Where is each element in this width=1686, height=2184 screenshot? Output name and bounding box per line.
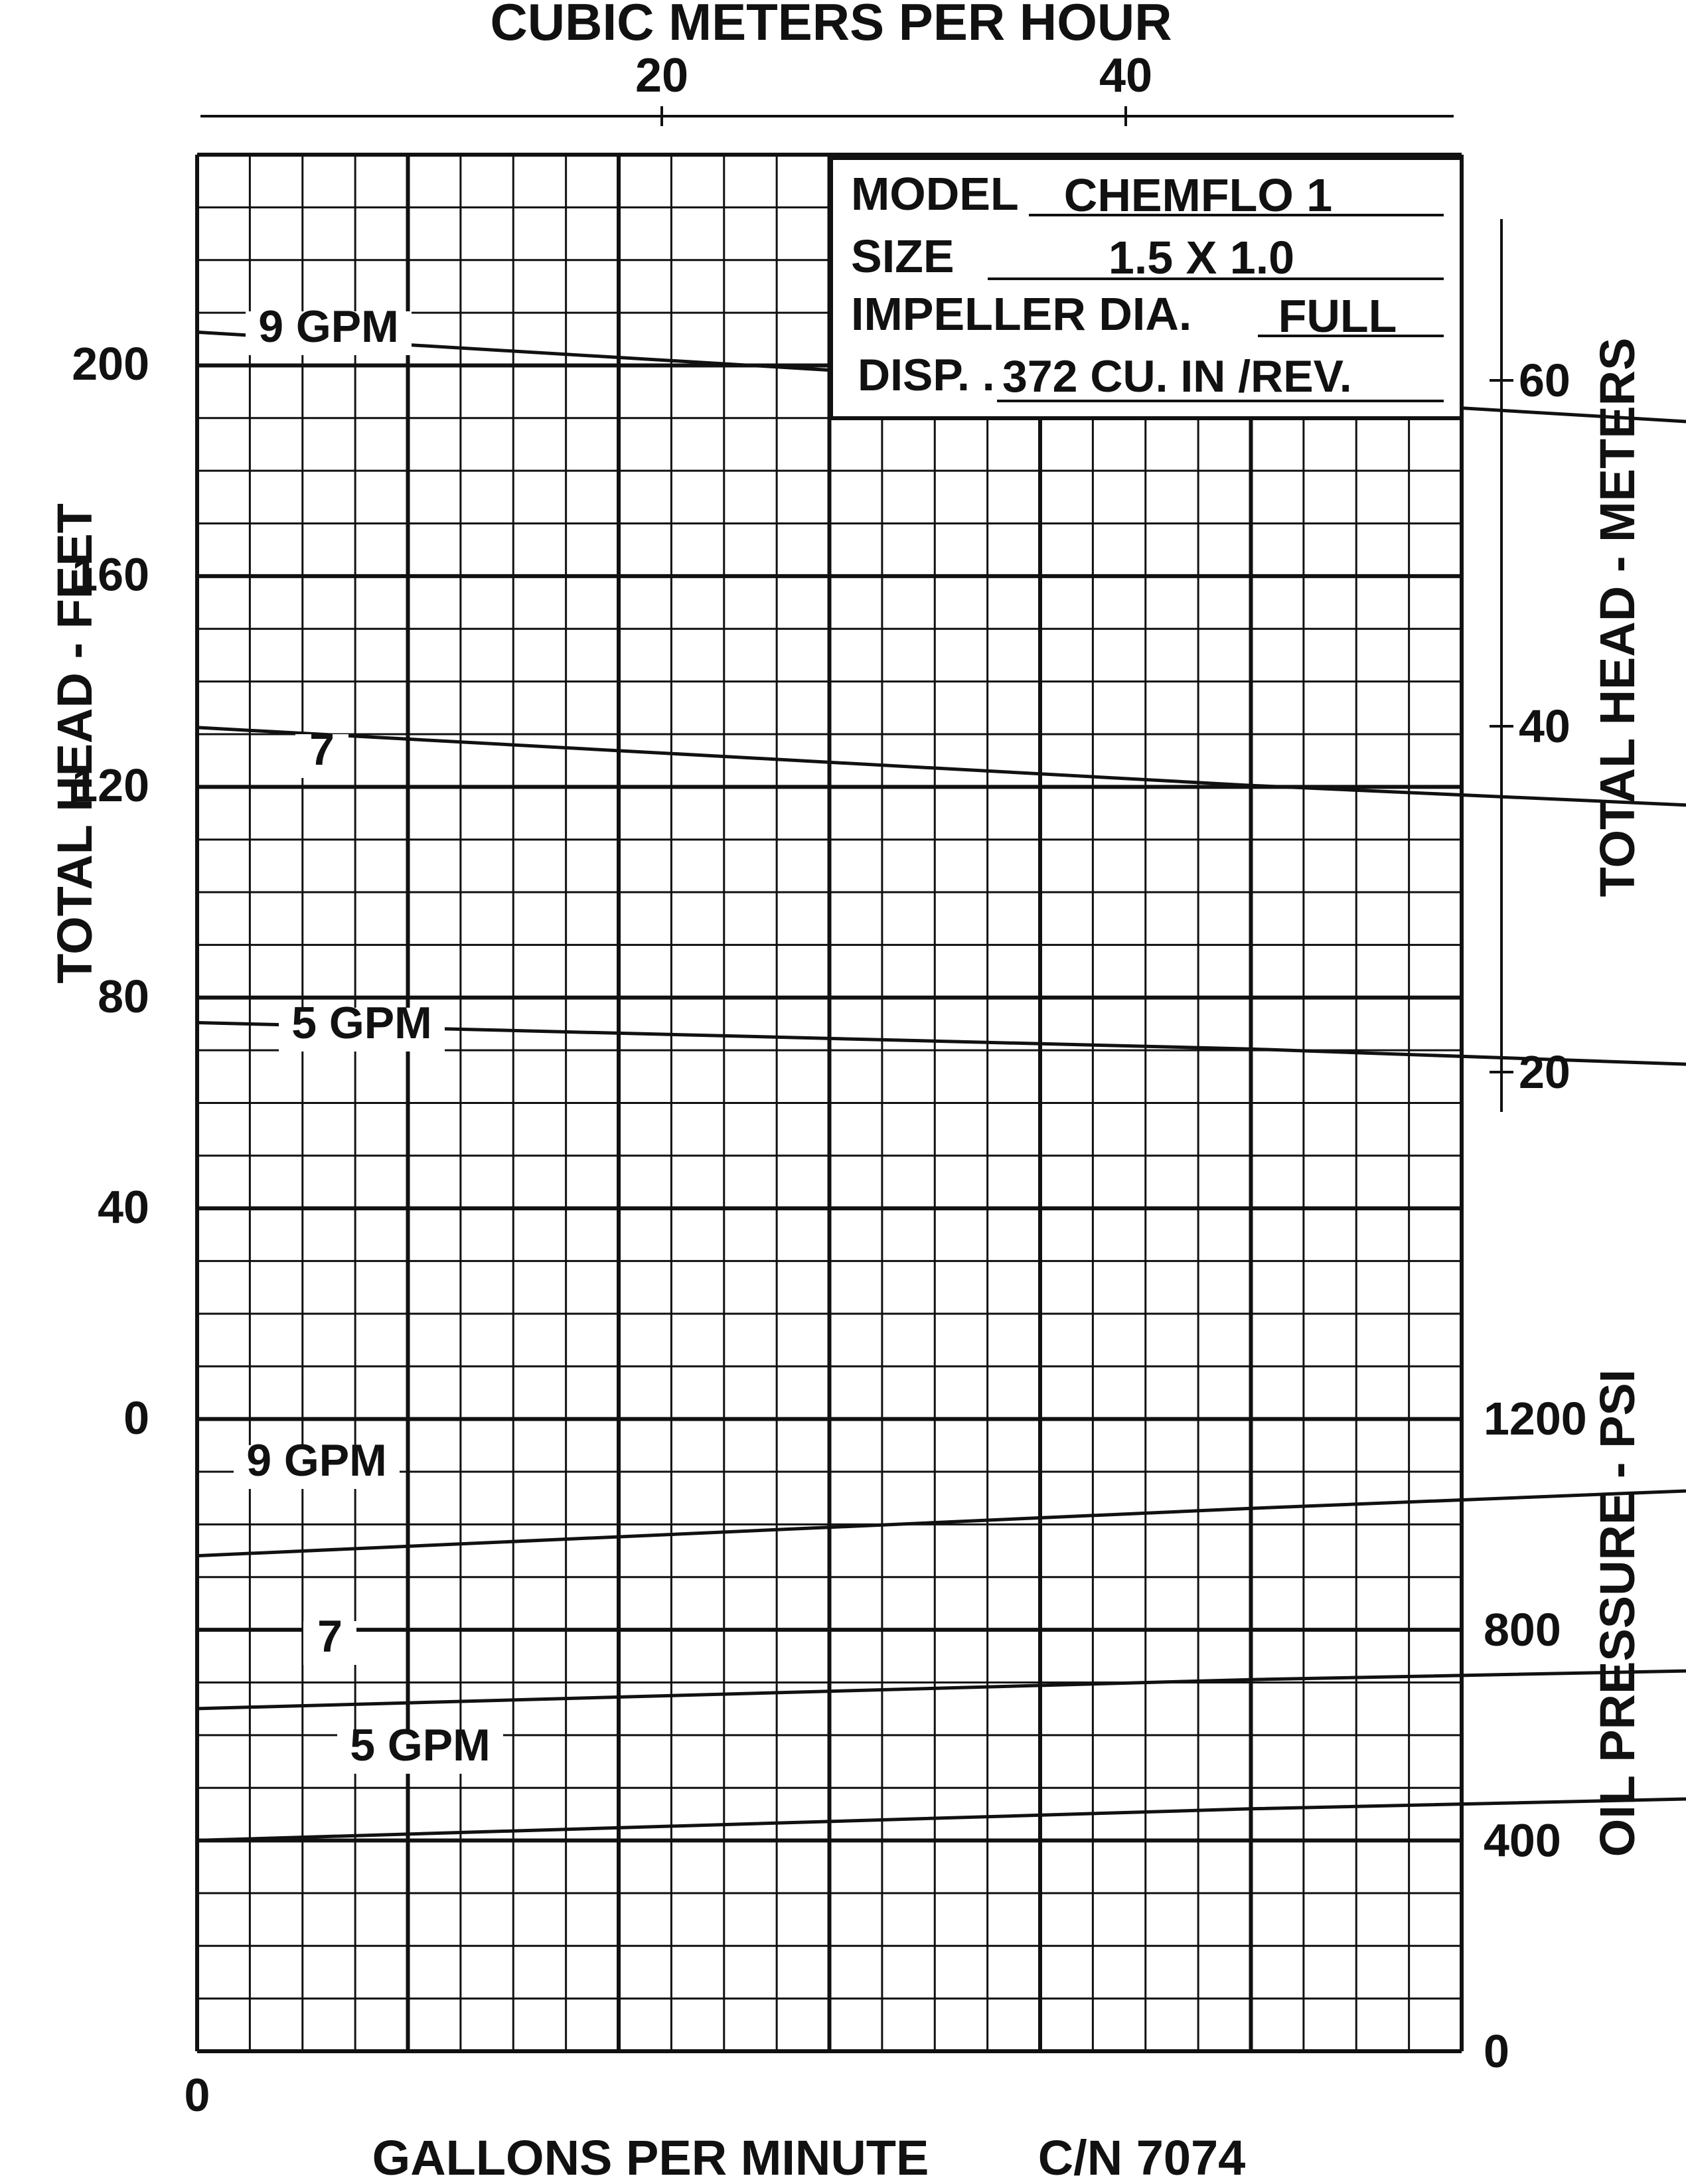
curves: 9 GPM 7 5 GPM 9 GPM 7 5 GPM xyxy=(196,301,1686,1842)
right-head-axis-ticks: 20 40 60 xyxy=(1490,354,1571,1098)
pressure-curve-label: 5 GPM xyxy=(350,1720,491,1770)
impeller-value: FULL xyxy=(1278,290,1397,342)
x-axis-ticks: 020406080100 xyxy=(185,2069,210,2121)
impeller-label: IMPELLER DIA. xyxy=(851,288,1191,340)
head-curve-label-background xyxy=(295,734,348,778)
head-curve-label: 5 GPM xyxy=(291,998,432,1048)
left-axis-tick-label: 120 xyxy=(72,759,149,811)
head-curve-label-background xyxy=(279,1008,445,1052)
footer-code: C/N 7074 xyxy=(1038,2130,1246,2184)
head-curve-label: 7 xyxy=(309,724,335,775)
left-axis-ticks: 0 40 80 120 160 200 xyxy=(72,338,149,1444)
pressure-curve-label-background xyxy=(303,1621,356,1665)
left-axis-label: TOTAL HEAD - FEET xyxy=(47,503,102,984)
right-pressure-tick-label: 0 xyxy=(1484,2025,1509,2077)
right-head-axis-label: TOTAL HEAD - METERS xyxy=(1590,338,1645,897)
left-axis-tick-label: 0 xyxy=(123,1392,149,1444)
pressure-curve-label: 7 xyxy=(317,1611,343,1662)
right-pressure-axis-label: OIL PRESSURE - PSI xyxy=(1590,1369,1645,1857)
x-axis-label: GALLONS PER MINUTE xyxy=(372,2130,929,2184)
info-box-frame xyxy=(829,156,1464,420)
head-curve-label: 9 GPM xyxy=(258,301,399,352)
model-value: CHEMFLO 1 xyxy=(1064,169,1332,221)
left-axis-tick-label: 200 xyxy=(72,338,149,390)
right-head-tick-label: 40 xyxy=(1519,700,1571,752)
head-curve-label-background xyxy=(246,311,412,355)
right-pressure-axis-ticks: 0 400 800 1200 xyxy=(1484,1393,1587,2077)
right-pressure-tick-label: 400 xyxy=(1484,1814,1561,1866)
disp-label: DISP. . xyxy=(858,350,995,400)
pressure-curve-label: 9 GPM xyxy=(246,1435,387,1486)
right-head-tick-label: 60 xyxy=(1519,354,1571,406)
left-axis-tick-label: 160 xyxy=(72,549,149,601)
disp-value: 372 CU. IN /REV. xyxy=(1002,351,1352,402)
top-axis-tick: 40 xyxy=(1099,49,1152,102)
head-curve xyxy=(196,1021,1686,1066)
top-axis-label: CUBIC METERS PER HOUR xyxy=(490,0,1172,51)
pressure-curve-label-background xyxy=(234,1445,400,1489)
size-value: 1.5 X 1.0 xyxy=(1109,232,1294,283)
left-axis-tick-label: 80 xyxy=(98,971,149,1022)
model-label: MODEL xyxy=(851,168,1019,220)
x-axis-tick-label: 0 xyxy=(185,2069,210,2121)
right-head-tick-label: 20 xyxy=(1519,1046,1571,1098)
pressure-curve-label-background xyxy=(337,1730,503,1774)
size-label: SIZE xyxy=(851,230,955,282)
info-box: MODEL CHEMFLO 1 SIZE 1.5 X 1.0 IMPELLER … xyxy=(829,156,1464,420)
right-pressure-tick-label: 1200 xyxy=(1484,1393,1587,1444)
right-pressure-tick-label: 800 xyxy=(1484,1604,1561,1656)
grid xyxy=(195,153,1464,2053)
top-axis-tick: 20 xyxy=(635,49,688,102)
left-axis-tick-label: 40 xyxy=(98,1181,149,1233)
pressure-curve xyxy=(196,1797,1686,1842)
